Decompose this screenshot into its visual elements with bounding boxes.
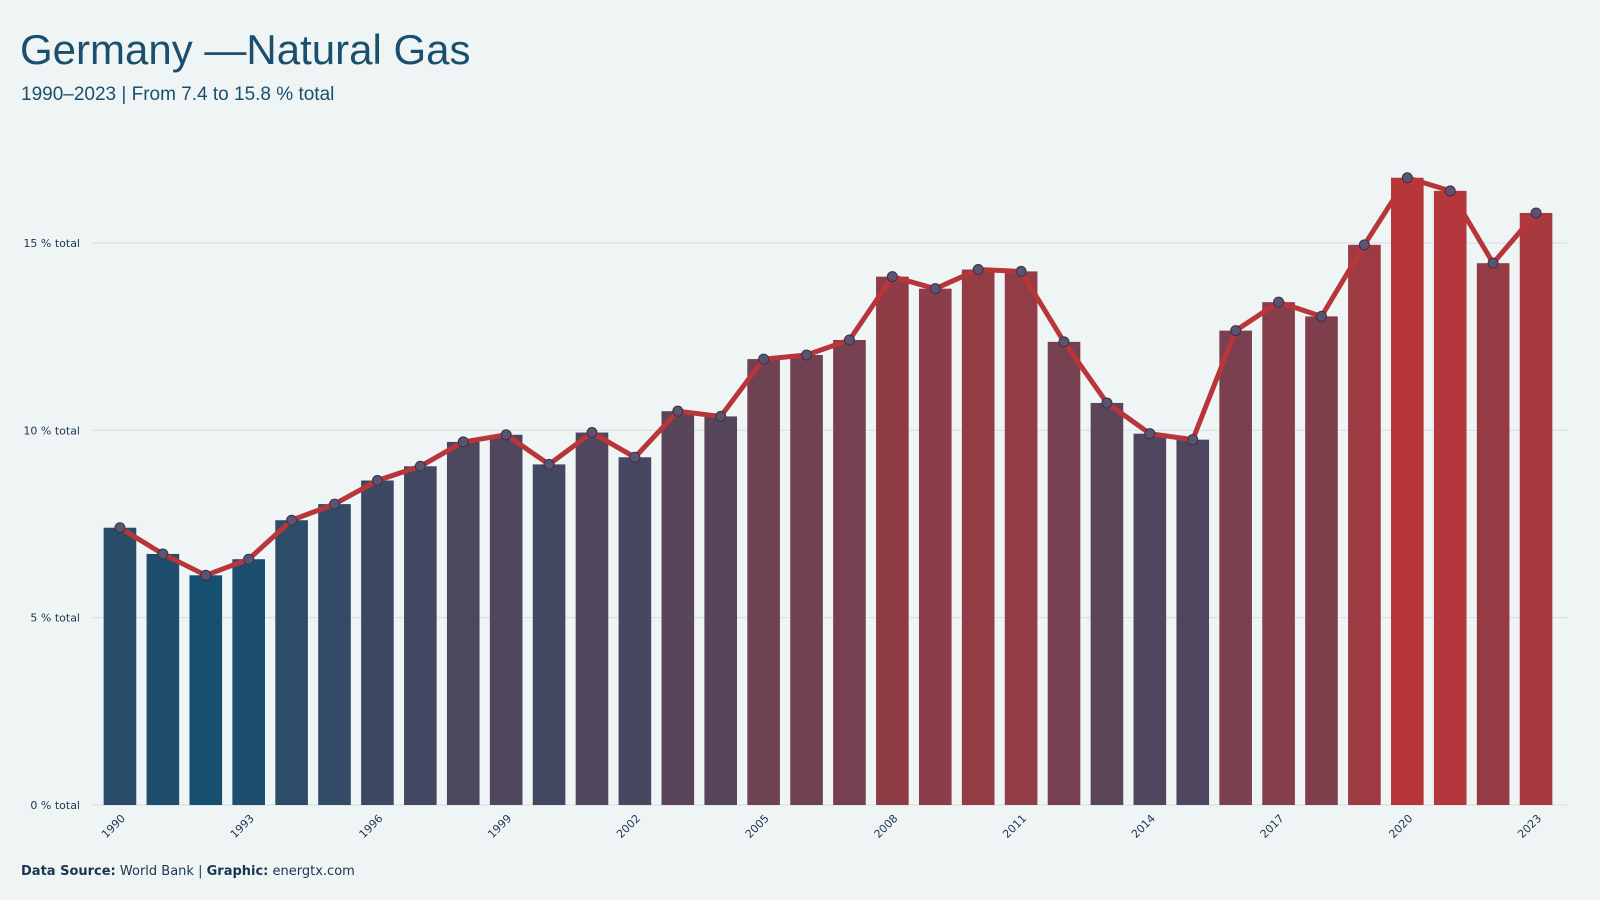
bar — [661, 411, 695, 805]
bar — [1262, 302, 1295, 805]
point — [886, 271, 898, 283]
bar — [1305, 316, 1338, 805]
point — [843, 334, 855, 346]
point — [1230, 325, 1242, 337]
point — [1273, 296, 1285, 308]
bar — [232, 559, 265, 805]
bar — [489, 434, 523, 805]
point — [114, 522, 126, 534]
bar — [275, 520, 308, 805]
point — [414, 460, 426, 472]
bar — [404, 466, 437, 805]
bar — [1348, 244, 1381, 806]
bar — [1133, 433, 1167, 805]
point — [243, 553, 255, 565]
bar — [833, 339, 866, 805]
point — [586, 427, 598, 439]
point — [500, 429, 512, 441]
point — [629, 451, 641, 463]
bar — [318, 504, 351, 805]
bar — [575, 432, 609, 805]
point — [1101, 397, 1113, 409]
point — [1015, 265, 1027, 277]
point — [1187, 434, 1199, 446]
point — [715, 410, 727, 422]
bar — [146, 553, 180, 805]
chart-subtitle: 1990–2023 | From 7.4 to 15.8 % total — [21, 84, 334, 105]
bar — [747, 359, 780, 805]
bar — [790, 354, 823, 805]
point — [1058, 336, 1070, 348]
bar — [961, 269, 995, 805]
bar — [1391, 177, 1424, 805]
bar — [1476, 263, 1510, 805]
point — [1530, 207, 1542, 219]
bar — [876, 276, 909, 806]
bar — [189, 575, 223, 805]
point — [972, 264, 984, 276]
point — [371, 475, 383, 487]
point — [1401, 172, 1413, 184]
point — [543, 458, 555, 470]
point — [929, 283, 941, 295]
point — [200, 569, 212, 581]
point — [329, 498, 341, 510]
point — [1358, 239, 1370, 251]
point — [286, 514, 298, 526]
bar — [918, 288, 952, 806]
line — [118, 175, 1538, 578]
bar — [1433, 190, 1467, 805]
point — [1315, 310, 1327, 322]
caption-graphic: energtx.com — [273, 864, 355, 879]
bar — [704, 416, 738, 805]
y-tick-label: 0 % total — [30, 799, 80, 812]
caption: Data Source: World Bank | Graphic: energ… — [21, 864, 355, 879]
bar — [1519, 212, 1553, 805]
y-tick-label: 5 % total — [30, 612, 80, 625]
y-tick-label: 10 % total — [23, 424, 80, 437]
y-tick-label: 15 % total — [23, 237, 80, 250]
point — [801, 349, 813, 361]
caption-label: Graphic: — [207, 864, 269, 879]
bar — [1047, 341, 1081, 805]
point — [457, 436, 469, 448]
point — [157, 548, 169, 560]
caption-label: Data Source: — [21, 864, 116, 879]
point — [672, 405, 684, 417]
point — [1487, 257, 1499, 269]
point — [1144, 428, 1156, 440]
point — [1444, 185, 1456, 197]
bar — [618, 457, 652, 805]
bar — [1090, 402, 1124, 805]
bar — [1004, 271, 1038, 805]
bar — [532, 464, 566, 805]
point — [758, 353, 770, 365]
chart-title: Germany —Natural Gas — [20, 26, 470, 73]
bar — [103, 527, 137, 805]
caption-source: World Bank | — [120, 864, 203, 879]
bar — [361, 480, 394, 805]
bar — [446, 441, 480, 805]
bar — [1176, 439, 1210, 805]
bar — [1219, 330, 1252, 805]
